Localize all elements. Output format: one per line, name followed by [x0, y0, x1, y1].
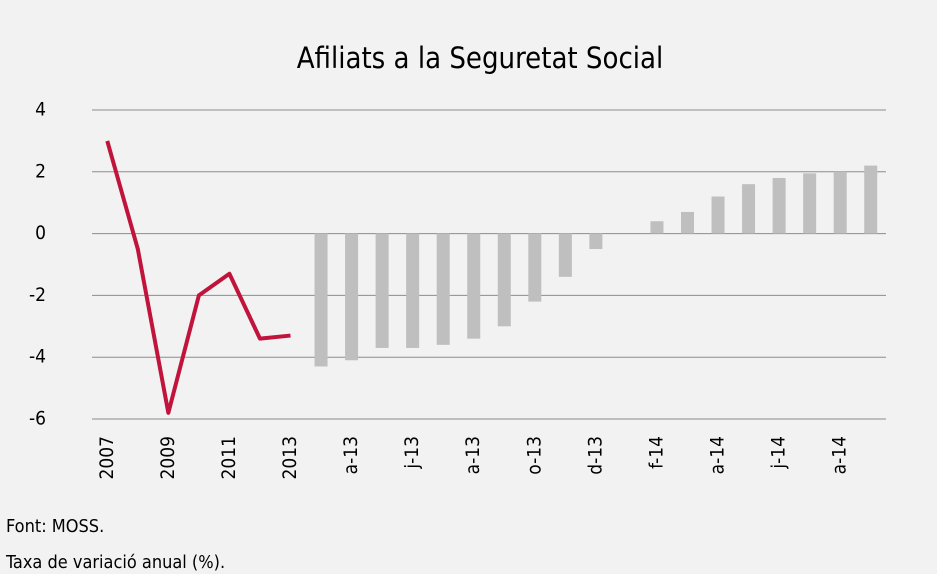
bar [772, 177, 786, 234]
x-tick-label: o-13 [523, 436, 545, 475]
bar [864, 165, 878, 234]
bar [497, 233, 511, 327]
line [105, 140, 291, 415]
y-tick-label: -2 [29, 284, 46, 306]
bar [742, 184, 756, 234]
x-tick-label: 2007 [96, 436, 118, 480]
x-tick-label: j-14 [768, 436, 790, 470]
bar [345, 233, 359, 361]
bar [467, 233, 481, 339]
note: Font: MOSS. [6, 516, 104, 537]
x-tick-label: 2011 [218, 436, 240, 480]
bar [558, 233, 572, 277]
bar [436, 233, 450, 345]
y-tick-label: 0 [35, 222, 46, 244]
x-tick-label: f-14 [645, 436, 667, 469]
y-tick-label: 4 [35, 99, 46, 121]
x-tick-label: a-13 [462, 436, 484, 474]
y-tick-label: 2 [35, 160, 46, 182]
bar [711, 196, 725, 234]
bar [314, 233, 328, 367]
bar [681, 211, 694, 234]
bar [406, 233, 420, 348]
bar [375, 233, 389, 348]
bar [833, 171, 847, 234]
x-tick-label: d-13 [584, 436, 606, 475]
y-tick-label: -4 [29, 346, 46, 368]
bar [528, 233, 542, 302]
bar [589, 233, 603, 250]
x-tick-label: a-13 [340, 436, 362, 474]
x-tick-label: 2013 [279, 436, 301, 480]
note: Taxa de variació anual (%). [5, 552, 225, 573]
x-tick-label: a-14 [829, 436, 851, 474]
y-tick-label: -6 [29, 408, 46, 430]
x-tick-label: a-14 [707, 436, 729, 474]
bar [803, 173, 817, 234]
x-tick-label: 2009 [157, 436, 179, 480]
chart-title: Afiliats a la Seguretat Social [297, 41, 664, 75]
bar [650, 221, 664, 234]
x-tick-label: j-13 [401, 436, 423, 470]
